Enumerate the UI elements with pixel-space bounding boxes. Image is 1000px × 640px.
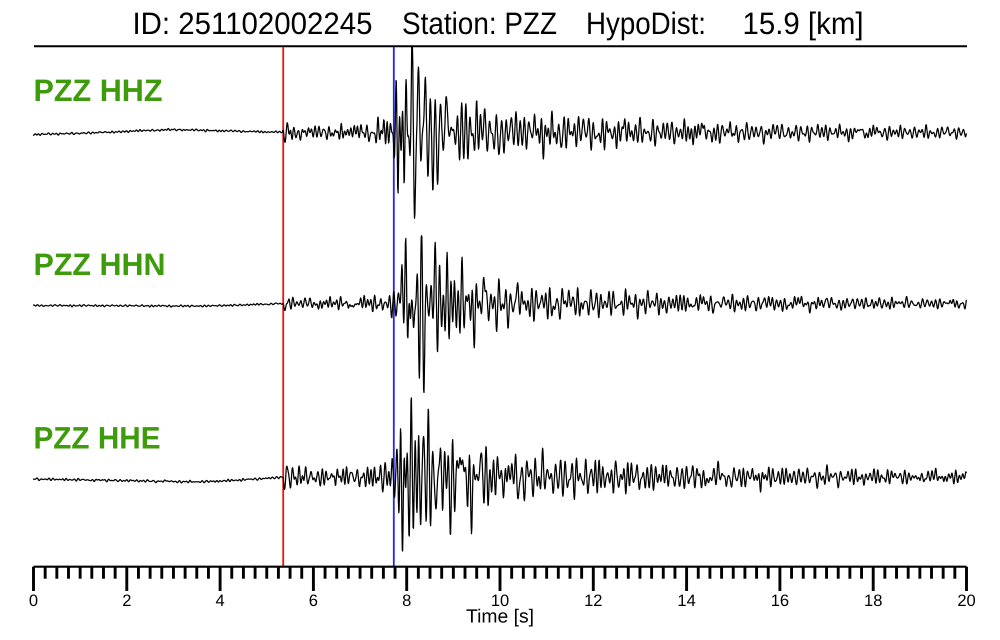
svg-text:12: 12 xyxy=(584,592,602,610)
svg-text:20: 20 xyxy=(957,592,975,610)
svg-text:2: 2 xyxy=(122,592,131,610)
svg-text:18: 18 xyxy=(864,592,882,610)
svg-text:8: 8 xyxy=(402,592,411,610)
svg-text:Station: PZZ: Station: PZZ xyxy=(402,6,557,41)
svg-text:15.9 [km]: 15.9 [km] xyxy=(743,6,864,41)
svg-text:14: 14 xyxy=(677,592,695,610)
svg-text:PZZ HHZ: PZZ HHZ xyxy=(34,73,163,108)
svg-text:PZZ HHN: PZZ HHN xyxy=(34,247,166,282)
svg-text:16: 16 xyxy=(771,592,789,610)
svg-text:PZZ HHE: PZZ HHE xyxy=(34,420,161,455)
svg-text:10: 10 xyxy=(491,592,509,610)
svg-text:Time [s]: Time [s] xyxy=(466,606,534,627)
svg-text:6: 6 xyxy=(309,592,318,610)
svg-text:ID: 251102002245: ID: 251102002245 xyxy=(133,6,373,41)
svg-text:0: 0 xyxy=(29,592,38,610)
svg-text:HypoDist:: HypoDist: xyxy=(586,6,706,41)
svg-text:4: 4 xyxy=(216,592,225,610)
